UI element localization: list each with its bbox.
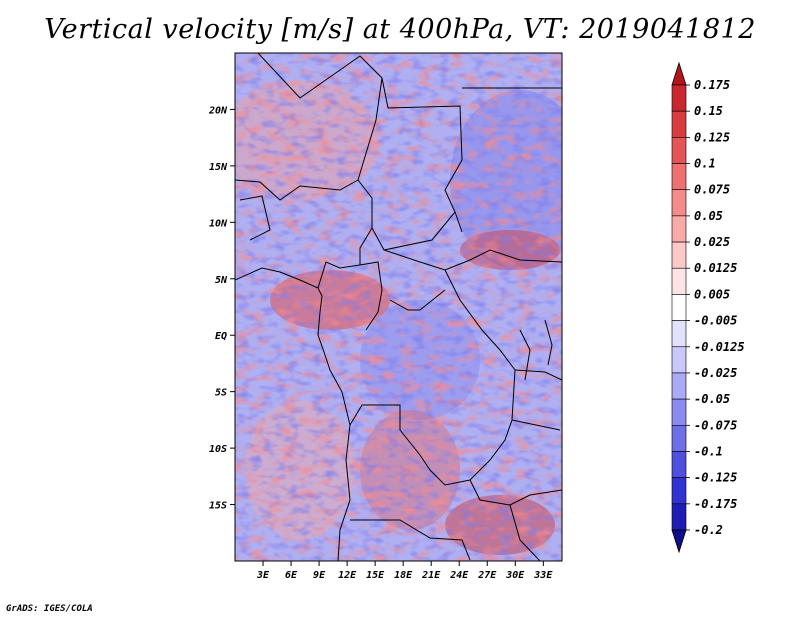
- lon-tick-label: 3E: [256, 570, 270, 581]
- colorbar-label: 0.005: [694, 287, 730, 301]
- lon-tick-label: 21E: [421, 570, 441, 581]
- colorbar-swatch: [671, 215, 687, 243]
- colorbar-label: 0.1: [694, 157, 716, 171]
- colorbar-label: 0.175: [694, 78, 730, 92]
- lat-tick-label: 10S: [209, 444, 227, 455]
- colorbar-swatch: [671, 503, 687, 531]
- colorbar-swatch: [671, 189, 687, 217]
- velocity-field: [235, 53, 562, 561]
- colorbar-label: 0.125: [694, 130, 730, 144]
- colorbar-label: -0.05: [694, 392, 730, 406]
- colorbar-swatch: [671, 320, 687, 348]
- lon-tick-label: 6E: [285, 570, 298, 581]
- lon-tick-label: 9E: [313, 570, 326, 581]
- lon-tick-label: 18E: [394, 570, 413, 581]
- colorbar-label: 0.075: [694, 183, 730, 197]
- colorbar-swatch: [671, 163, 687, 191]
- colorbar-swatch: [671, 451, 687, 478]
- latitude-axis: 20N 15N 10N 5N EQ 5S 10S 15S: [208, 105, 235, 512]
- colorbar-label: -0.1: [694, 444, 723, 458]
- lat-tick-label: 15N: [209, 162, 228, 173]
- colorbar-swatch: [671, 372, 687, 400]
- lat-tick-label: EQ: [215, 331, 227, 342]
- colorbar-label: -0.005: [694, 314, 737, 328]
- colorbar-swatch: [671, 241, 687, 269]
- colorbar-swatch: [671, 137, 687, 164]
- colorbar-swatch: [671, 110, 687, 138]
- country-borders: [235, 53, 562, 561]
- lon-tick-label: 33E: [533, 570, 553, 581]
- lat-tick-label: 5N: [215, 275, 228, 286]
- colorbar-label: -0.175: [694, 497, 737, 511]
- lat-tick-label: 10N: [209, 218, 228, 229]
- colorbar: 0.175 0.15 0.125 0.1 0.075 0.05 0.025 0.0125 0.0…: [671, 61, 745, 554]
- colorbar-swatch: [671, 84, 687, 112]
- colorbar-min-arrow: [671, 529, 687, 554]
- colorbar-swatch: [671, 477, 687, 505]
- lon-tick-label: 24E: [449, 570, 469, 581]
- colorbar-label: -0.2: [694, 523, 723, 537]
- colorbar-label: 0.025: [694, 235, 730, 249]
- colorbar-swatch: [671, 398, 687, 426]
- colorbar-swatch: [671, 424, 687, 452]
- lat-tick-label: 5S: [215, 388, 227, 399]
- colorbar-label: 0.05: [694, 209, 723, 223]
- colorbar-label: 0.15: [694, 104, 723, 118]
- colorbar-label: -0.125: [694, 471, 737, 485]
- colorbar-label: -0.0125: [694, 340, 745, 354]
- colorbar-label: -0.025: [694, 366, 737, 380]
- software-credit: GrADS: IGES/COLA: [6, 604, 93, 614]
- colorbar-max-arrow: [671, 61, 687, 86]
- colorbar-label: 0.0125: [694, 261, 737, 275]
- lon-tick-label: 30E: [505, 570, 525, 581]
- map-frame: [234, 52, 563, 562]
- colorbar-swatch: [671, 294, 687, 321]
- colorbar-label: -0.075: [694, 418, 737, 432]
- longitude-axis: 3E 6E 9E 12E 15E 18E 21E 24E 27E 30E 33E: [256, 561, 553, 581]
- figure-title: Vertical velocity [m/s] at 400hPa, VT: 2…: [44, 14, 756, 45]
- colorbar-swatch: [671, 346, 687, 374]
- lon-tick-label: 12E: [338, 570, 357, 581]
- colorbar-swatch: [671, 267, 687, 295]
- lat-tick-label: 15S: [209, 501, 227, 512]
- lon-tick-label: 15E: [366, 570, 385, 581]
- lon-tick-label: 27E: [477, 570, 497, 581]
- lat-tick-label: 20N: [208, 105, 228, 116]
